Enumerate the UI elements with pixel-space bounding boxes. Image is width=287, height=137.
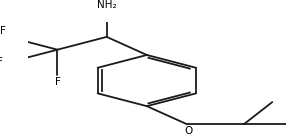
Text: NH₂: NH₂ bbox=[97, 0, 117, 10]
Text: F: F bbox=[0, 26, 6, 36]
Text: O: O bbox=[184, 126, 193, 136]
Text: F: F bbox=[0, 58, 3, 68]
Text: F: F bbox=[55, 77, 61, 87]
